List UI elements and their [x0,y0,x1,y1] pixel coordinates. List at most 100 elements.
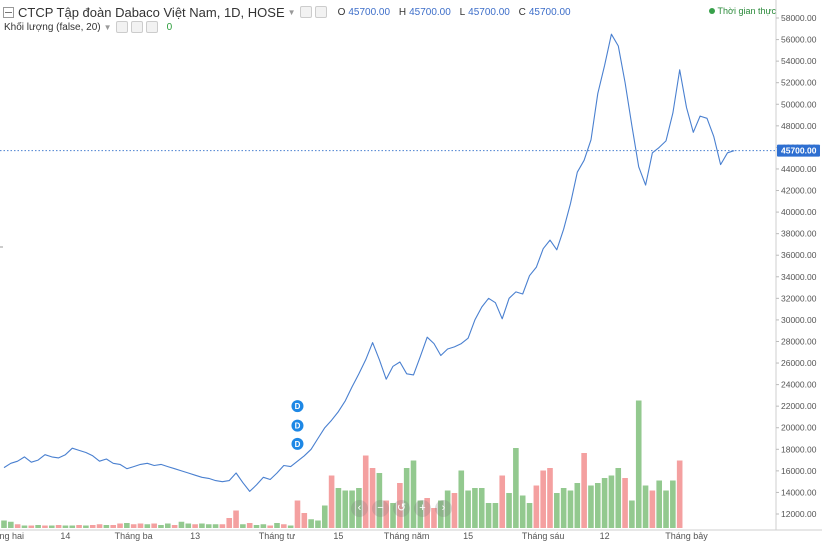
price-line [3,33,735,492]
volume-bar [117,523,123,528]
volume-bar [594,483,601,528]
volume-bar [28,525,35,528]
y-tick-label: 14000.00 [781,487,817,497]
volume-bar [444,490,451,528]
y-tick-label: 22000.00 [781,401,817,411]
y-tick-label: 16000.00 [781,466,817,476]
volume-bar [246,523,253,528]
y-tick-label: 26000.00 [781,358,817,368]
volume-bar [533,485,540,528]
y-tick-label: 18000.00 [781,444,817,454]
gear-icon[interactable] [130,21,143,33]
volume-bar [410,460,417,528]
volume-bar [478,488,485,528]
y-tick-label: 54000.00 [781,56,817,66]
y-tick-label: 50000.00 [781,99,817,109]
symbol-title[interactable]: CTCP Tập đoàn Dabaco Việt Nam, 1D, HOSE [18,4,285,20]
eye-icon[interactable] [115,21,128,33]
x-tick-label: Tháng sáu [522,531,565,541]
volume-value: 0 [166,21,173,33]
volume-bar [588,485,594,528]
y-tick-label: 52000.00 [781,78,817,88]
y-tick-label: 58000.00 [781,13,817,23]
price-axis[interactable] [776,0,822,530]
volume-bar [144,524,151,528]
volume-bar [287,525,294,528]
x-tick-label: Tháng tư [259,531,296,541]
scroll-left-button[interactable]: ‹ [351,500,368,517]
low-value: 45700.00 [468,6,510,18]
volume-bar [328,475,335,528]
volume-bar [670,480,676,528]
close-icon[interactable] [145,21,158,33]
volume-bar [281,524,287,528]
realtime-label: Thời gian thực [717,6,776,16]
chart-navigation: ‹ − ↺ + › [351,500,452,517]
volume-bar [519,495,526,528]
volume-bar [110,525,116,528]
volume-title[interactable]: Khối lượng (false, 20) [4,21,101,33]
x-tick-label: 14 [60,531,70,541]
volume-bar [635,400,642,528]
eye-icon[interactable] [299,6,312,18]
volume-bar [21,525,28,528]
volume-bar [308,519,314,528]
last-price-label: 45700.00 [781,146,817,156]
volume-bar [376,473,383,528]
volume-bar [315,520,321,528]
volume-bar [417,500,424,528]
y-tick-label: 40000.00 [781,207,817,217]
volume-bar [574,483,581,528]
y-tick-label: 48000.00 [781,121,817,131]
volume-bar [335,488,342,528]
open-value: 45700.00 [348,6,391,18]
volume-bar [424,498,430,528]
volume-bar [567,490,574,528]
zoom-in-button[interactable]: + [414,500,431,517]
scroll-right-button[interactable]: › [435,500,452,517]
volume-bar [55,525,62,528]
zoom-out-button[interactable]: − [372,500,389,517]
x-tick-label: Tháng bảy [665,531,708,541]
volume-bar [274,523,280,528]
dividend-marker[interactable] [291,419,304,432]
volume-bar [48,525,55,528]
chevron-down-icon[interactable]: ▼ [103,22,112,32]
volume-bar [96,524,103,528]
close-key: C [518,6,526,18]
volume-bar [397,483,403,528]
volume-bar [192,524,198,528]
volume-bar [226,518,233,528]
volume-bar [547,468,553,528]
volume-bar [438,500,444,528]
ohlc-values: O 45700.00 H 45700.00 L 45700.00 C 45700.00 [338,7,577,18]
volume-bar [560,488,567,528]
volume-bar [608,475,615,528]
reset-button[interactable]: ↺ [393,500,410,517]
chevron-down-icon[interactable]: ▼ [287,7,296,17]
dividend-marker[interactable] [291,400,304,413]
volume-bar [656,480,662,528]
volume-bar [499,475,506,528]
collapse-icon[interactable] [3,6,14,18]
volume-bar [342,490,349,528]
volume-legend: Khối lượng (false, 20) ▼ 0 [0,20,172,34]
volume-bar [294,500,301,528]
volume-bar [458,470,465,528]
volume-bar [663,490,669,528]
dividend-marker[interactable] [291,437,304,450]
volume-bar [349,490,355,528]
volume-bar [301,513,308,528]
y-tick-label: 38000.00 [781,229,817,239]
y-tick-label: 36000.00 [781,250,817,260]
y-tick-label: 24000.00 [781,380,817,390]
volume-bar [219,524,226,528]
x-tick-label: 13 [190,531,200,541]
volume-bar [403,468,410,528]
volume-bar [14,524,21,528]
volume-bar [165,523,171,528]
volume-bar [629,500,635,528]
gear-icon[interactable] [314,6,327,18]
x-tick-label: 12 [600,531,610,541]
